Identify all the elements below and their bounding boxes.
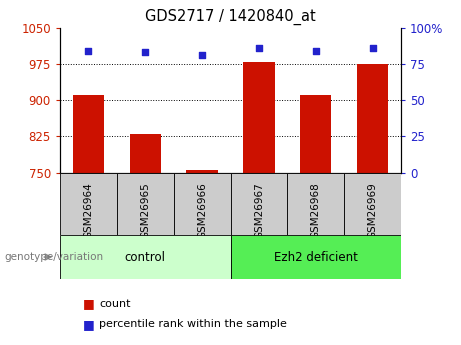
Text: ■: ■	[83, 297, 95, 310]
Title: GDS2717 / 1420840_at: GDS2717 / 1420840_at	[145, 9, 316, 25]
Point	[255, 45, 263, 51]
Text: GSM26968: GSM26968	[311, 182, 321, 238]
Bar	[230, 172, 287, 235]
Point	[312, 48, 319, 53]
Text: genotype/variation: genotype/variation	[5, 252, 104, 262]
Text: count: count	[99, 299, 130, 308]
Bar	[243, 62, 275, 172]
Bar	[230, 235, 401, 279]
Bar	[117, 172, 174, 235]
Point	[85, 48, 92, 53]
Bar	[73, 95, 104, 172]
Point	[198, 52, 206, 58]
Point	[142, 49, 149, 55]
Text: Ezh2 deficient: Ezh2 deficient	[274, 250, 358, 264]
Text: ■: ■	[83, 318, 95, 331]
Bar	[357, 64, 388, 172]
Bar	[300, 95, 331, 172]
Text: GSM26964: GSM26964	[83, 182, 94, 238]
Bar	[174, 172, 230, 235]
Bar	[60, 235, 230, 279]
Text: GSM26967: GSM26967	[254, 182, 264, 238]
Text: control: control	[125, 250, 165, 264]
Bar	[186, 170, 218, 172]
Text: GSM26966: GSM26966	[197, 182, 207, 238]
Point	[369, 45, 376, 51]
Text: GSM26965: GSM26965	[140, 182, 150, 238]
Text: GSM26969: GSM26969	[367, 182, 378, 238]
Text: percentile rank within the sample: percentile rank within the sample	[99, 319, 287, 329]
Bar	[130, 134, 161, 172]
Bar	[287, 172, 344, 235]
Bar	[344, 172, 401, 235]
Bar	[60, 172, 117, 235]
